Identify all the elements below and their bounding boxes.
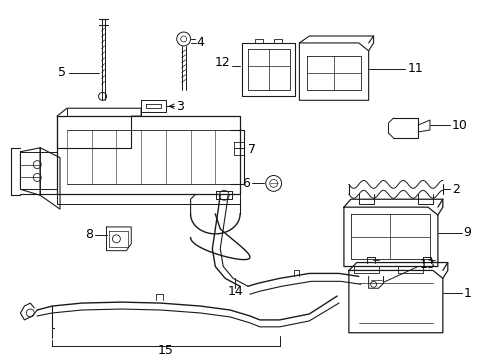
Text: 6: 6 xyxy=(242,177,250,190)
Text: 7: 7 xyxy=(248,143,256,156)
Text: 14: 14 xyxy=(227,285,243,298)
Text: 8: 8 xyxy=(85,228,93,241)
Text: 13: 13 xyxy=(420,258,436,271)
Text: 9: 9 xyxy=(464,226,471,239)
Text: 5: 5 xyxy=(58,66,66,79)
Text: 11: 11 xyxy=(407,62,423,75)
Text: 4: 4 xyxy=(196,36,204,49)
Text: 1: 1 xyxy=(464,287,471,300)
Text: 15: 15 xyxy=(158,344,174,357)
Text: 10: 10 xyxy=(452,118,467,131)
Text: 12: 12 xyxy=(215,56,230,69)
Text: 3: 3 xyxy=(176,100,184,113)
Text: 2: 2 xyxy=(452,183,460,196)
